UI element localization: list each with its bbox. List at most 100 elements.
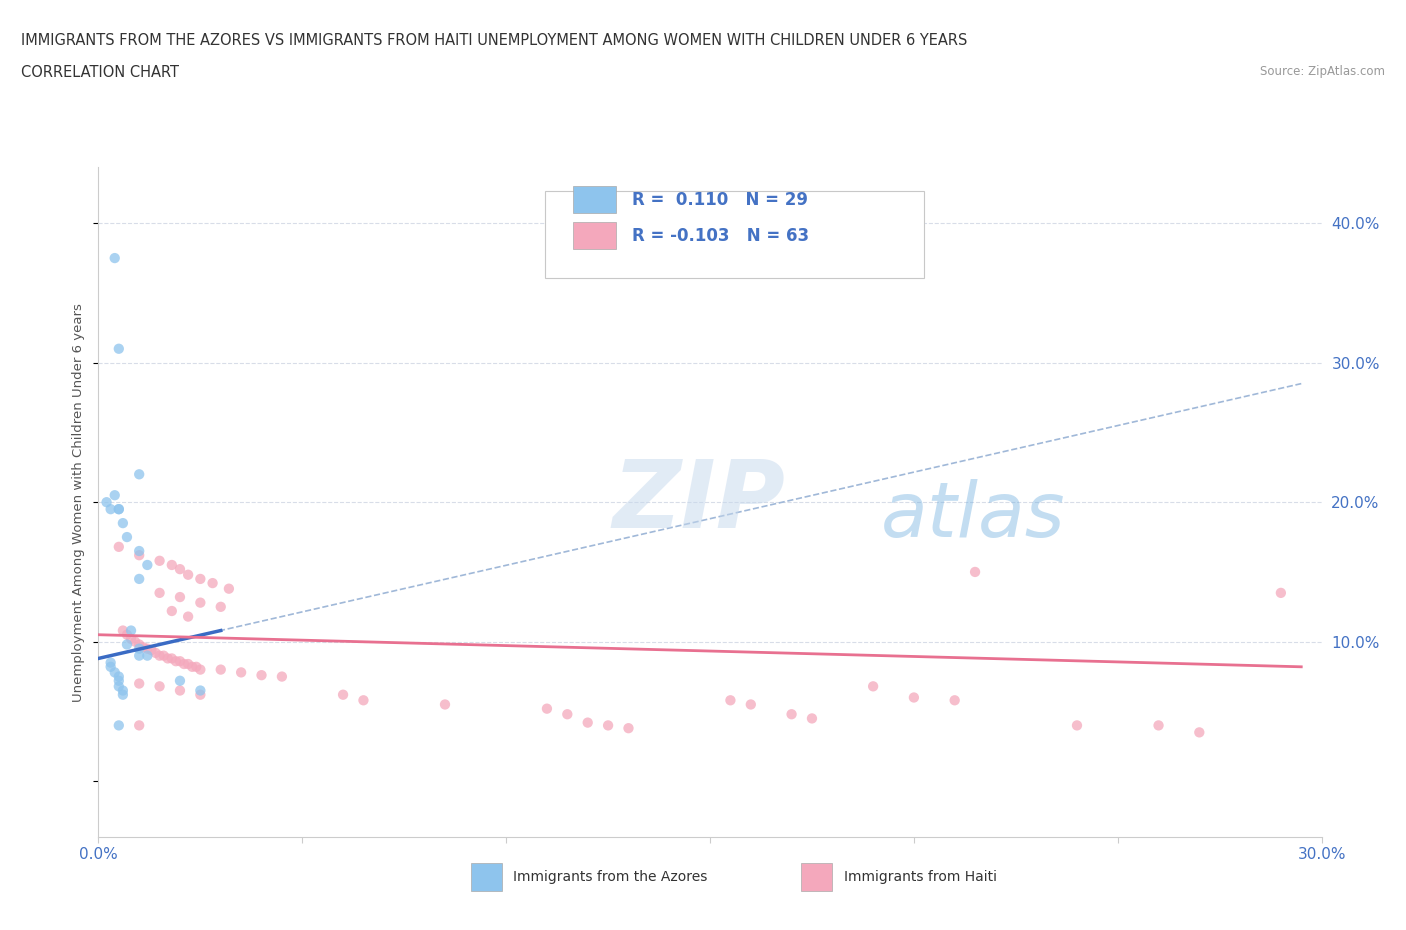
Point [104, 665, 127, 680]
Point [136, 648, 159, 663]
Point [111, 623, 134, 638]
Point [188, 683, 212, 698]
Point [332, 687, 354, 702]
Point [128, 648, 150, 663]
Point [108, 502, 131, 517]
Point [108, 502, 131, 517]
Point [132, 640, 155, 655]
Point [96, 495, 118, 510]
Point [720, 693, 742, 708]
Point [188, 595, 212, 610]
Point [149, 586, 172, 601]
Point [177, 657, 200, 671]
FancyBboxPatch shape [574, 222, 616, 249]
Point [1188, 725, 1211, 740]
Point [188, 662, 212, 677]
Point [136, 642, 159, 657]
Point [557, 707, 579, 722]
Point [152, 648, 174, 663]
Point [120, 631, 142, 646]
Point [111, 687, 134, 702]
Point [108, 718, 131, 733]
Point [115, 637, 138, 652]
Text: Immigrants from Haiti: Immigrants from Haiti [844, 870, 997, 884]
Point [128, 718, 150, 733]
Point [169, 654, 191, 669]
Point [536, 701, 558, 716]
Point [780, 707, 803, 722]
Point [801, 711, 824, 725]
Point [149, 679, 172, 694]
Point [108, 539, 131, 554]
Point [156, 651, 179, 666]
Point [1066, 718, 1088, 733]
Point [231, 665, 253, 680]
Point [104, 488, 127, 503]
Point [943, 693, 966, 708]
Point [111, 683, 134, 698]
Point [209, 600, 232, 615]
Text: R = -0.103   N = 63: R = -0.103 N = 63 [631, 227, 808, 245]
Point [617, 721, 640, 736]
Point [1270, 586, 1292, 601]
Point [128, 637, 150, 652]
FancyBboxPatch shape [546, 191, 924, 278]
Point [576, 715, 599, 730]
Point [108, 673, 131, 688]
Point [169, 673, 191, 688]
Point [160, 604, 183, 618]
Point [160, 651, 183, 666]
Point [128, 548, 150, 563]
Point [115, 530, 138, 545]
Text: IMMIGRANTS FROM THE AZORES VS IMMIGRANTS FROM HAITI UNEMPLOYMENT AMONG WOMEN WIT: IMMIGRANTS FROM THE AZORES VS IMMIGRANTS… [21, 33, 967, 47]
Text: R =  0.110   N = 29: R = 0.110 N = 29 [631, 191, 807, 208]
Text: ZIP: ZIP [612, 457, 785, 548]
Point [141, 643, 163, 658]
Y-axis label: Unemployment Among Women with Children Under 6 years: Unemployment Among Women with Children U… [72, 303, 86, 701]
Point [128, 467, 150, 482]
Point [188, 571, 212, 587]
FancyBboxPatch shape [574, 186, 616, 213]
Point [177, 609, 200, 624]
Point [100, 502, 122, 517]
Point [108, 670, 131, 684]
Point [120, 623, 142, 638]
Point [160, 558, 183, 573]
Point [115, 628, 138, 643]
Point [903, 690, 925, 705]
Point [149, 648, 172, 663]
Point [165, 654, 187, 669]
Point [1147, 718, 1170, 733]
Point [862, 679, 884, 694]
Point [740, 698, 762, 712]
Point [169, 590, 191, 604]
Point [124, 634, 146, 649]
Point [128, 676, 150, 691]
Point [104, 251, 127, 266]
Point [352, 693, 374, 708]
Point [136, 558, 159, 573]
Point [111, 516, 134, 531]
Text: CORRELATION CHART: CORRELATION CHART [21, 65, 179, 80]
Point [100, 659, 122, 674]
Point [250, 668, 273, 683]
Point [128, 571, 150, 587]
Point [108, 341, 131, 356]
Point [434, 698, 457, 712]
Text: Immigrants from the Azores: Immigrants from the Azores [513, 870, 707, 884]
Point [209, 662, 232, 677]
Point [598, 718, 620, 733]
Point [173, 657, 195, 671]
Point [186, 659, 208, 674]
Point [169, 683, 191, 698]
Point [100, 656, 122, 671]
Point [188, 687, 212, 702]
Point [145, 645, 167, 660]
Point [128, 543, 150, 558]
Point [218, 581, 240, 596]
Text: atlas: atlas [882, 479, 1066, 552]
Point [149, 553, 172, 568]
Point [108, 679, 131, 694]
Point [965, 565, 987, 579]
Point [270, 670, 294, 684]
